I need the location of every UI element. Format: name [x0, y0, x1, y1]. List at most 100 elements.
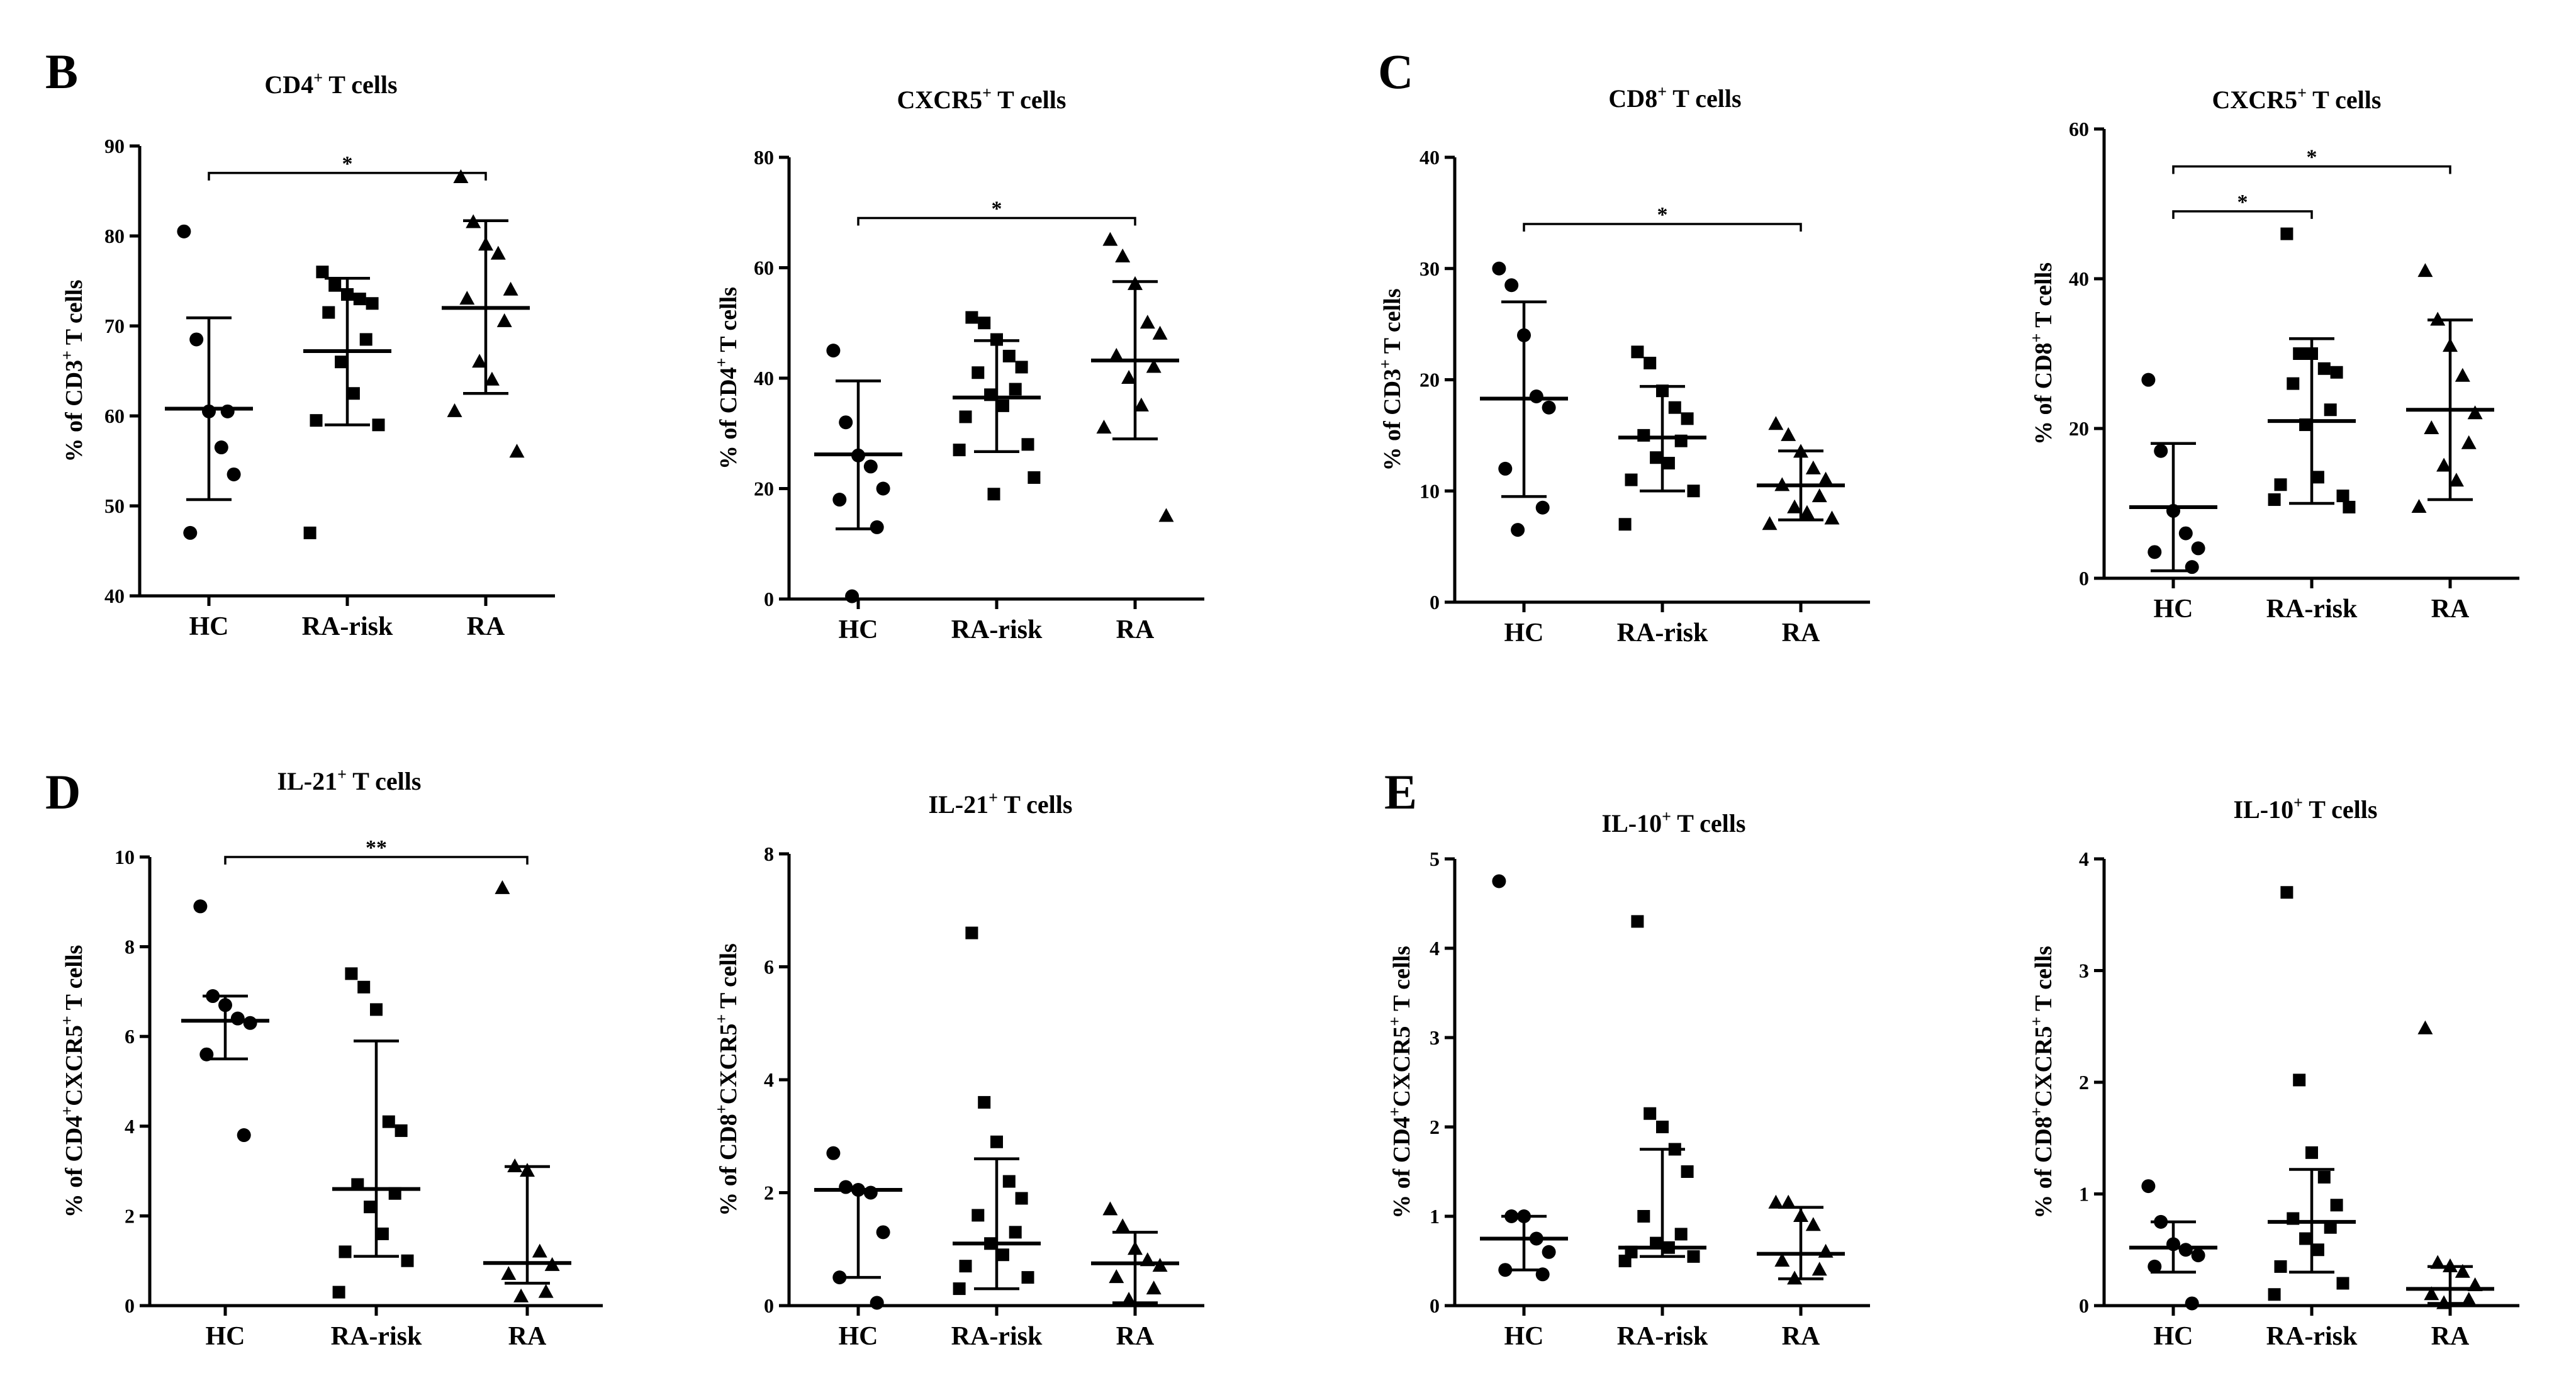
data-point	[2166, 1237, 2180, 1252]
x-category-label: HC	[2154, 595, 2193, 624]
y-tick-label: 4	[125, 1115, 135, 1138]
chart-title-main: IL-21	[929, 790, 989, 819]
data-point	[351, 1178, 364, 1191]
data-point	[395, 1124, 408, 1137]
y-tick-label: 10	[1420, 479, 1440, 502]
y-label-sup: +	[712, 1104, 731, 1114]
y-tick-label: 20	[1420, 369, 1440, 391]
chart-title-rest: T cells	[2303, 795, 2378, 824]
series-ra	[1091, 1201, 1179, 1306]
data-point	[2324, 1221, 2337, 1234]
data-point	[382, 1115, 395, 1128]
series-hc	[814, 344, 902, 603]
x-category-label: HC	[2154, 1322, 2193, 1351]
chart-title-sup: +	[2293, 793, 2303, 812]
data-point	[1762, 516, 1778, 530]
series-ra-risk	[303, 266, 391, 539]
data-point	[2178, 1243, 2193, 1257]
data-point	[1793, 1208, 1808, 1222]
data-point	[335, 356, 348, 369]
x-category-label: RA	[1782, 1322, 1820, 1351]
data-point	[1146, 359, 1162, 373]
y-tick-label: 0	[764, 588, 774, 610]
data-point	[1631, 345, 1644, 359]
x-category-label: RA-risk	[2266, 1322, 2358, 1351]
data-point	[1492, 261, 1506, 276]
data-point	[538, 1284, 554, 1298]
significance-bracket: *	[857, 198, 1136, 226]
data-point	[345, 967, 358, 980]
series-ra	[1091, 232, 1179, 522]
data-point	[503, 281, 518, 296]
data-point	[1504, 1209, 1519, 1223]
y-tick-label: 2	[1430, 1116, 1440, 1138]
data-point	[984, 388, 997, 401]
y-label-part: % of CD8	[2030, 342, 2057, 445]
data-point	[2343, 500, 2356, 513]
y-label-part: % of CD8	[715, 1114, 742, 1216]
data-point	[1818, 1243, 1834, 1258]
data-point	[1511, 523, 1525, 537]
data-point	[978, 1095, 991, 1109]
y-tick-label: 3	[2079, 960, 2089, 982]
y-tick-label: 60	[754, 257, 774, 279]
data-point	[370, 1003, 383, 1016]
data-point	[1529, 1231, 1543, 1246]
data-point	[1768, 416, 1784, 430]
data-point	[496, 313, 512, 327]
data-point	[2461, 435, 2477, 449]
data-point	[978, 316, 991, 330]
data-point	[2417, 263, 2433, 277]
y-tick-label: 50	[104, 495, 125, 517]
data-point	[851, 448, 865, 462]
y-tick-label: 3	[1430, 1026, 1440, 1049]
data-point	[1535, 500, 1550, 515]
data-point	[851, 1183, 865, 1197]
significance-bracket: *	[208, 152, 487, 181]
y-label-part: % of CD3	[61, 360, 87, 462]
chart-title-rest: T cells	[992, 86, 1067, 114]
data-point	[2455, 1263, 2470, 1278]
bracket-line	[208, 172, 487, 181]
data-point	[347, 387, 360, 400]
data-point	[2268, 1288, 2281, 1301]
data-point	[2424, 1286, 2439, 1301]
data-point	[1793, 444, 1808, 458]
data-point	[1812, 1262, 1827, 1276]
data-point	[366, 297, 379, 310]
data-point	[1015, 1192, 1028, 1205]
data-point	[1028, 471, 1041, 484]
data-point	[199, 1047, 214, 1062]
data-point	[1687, 485, 1700, 498]
y-label-part: % of CD8	[2030, 1116, 2057, 1219]
data-point	[953, 1282, 966, 1296]
data-point	[959, 1260, 972, 1273]
data-point	[2455, 367, 2470, 382]
data-point	[401, 1254, 414, 1267]
series-hc	[1480, 261, 1568, 537]
data-point	[509, 444, 525, 458]
data-point	[478, 237, 493, 251]
data-point	[372, 418, 385, 432]
chart-title-sup: +	[1657, 82, 1667, 101]
y-label-sup: +	[58, 350, 76, 360]
data-point	[2287, 377, 2300, 390]
data-point	[2461, 1292, 2477, 1306]
chart-title-rest: T cells	[2307, 86, 2382, 114]
data-point	[1115, 1218, 1131, 1233]
y-label-sup: +	[1386, 1107, 1404, 1116]
series-ra	[483, 880, 571, 1302]
y-label-sup: +	[58, 1016, 76, 1025]
series-ra-risk	[953, 311, 1041, 501]
significance-label: *	[2307, 146, 2317, 169]
x-category-label: RA-risk	[1617, 1322, 1708, 1351]
data-point	[1644, 1107, 1657, 1120]
data-point	[520, 1163, 535, 1177]
y-tick-label: 2	[2079, 1071, 2089, 1094]
chart-title-sup: +	[313, 69, 323, 87]
y-axis-label: % of CD3+ T cells	[58, 280, 87, 462]
data-point	[341, 288, 354, 301]
y-label-part: CXCR5	[1389, 1026, 1415, 1107]
data-point	[1498, 461, 1513, 476]
data-point	[322, 306, 335, 319]
